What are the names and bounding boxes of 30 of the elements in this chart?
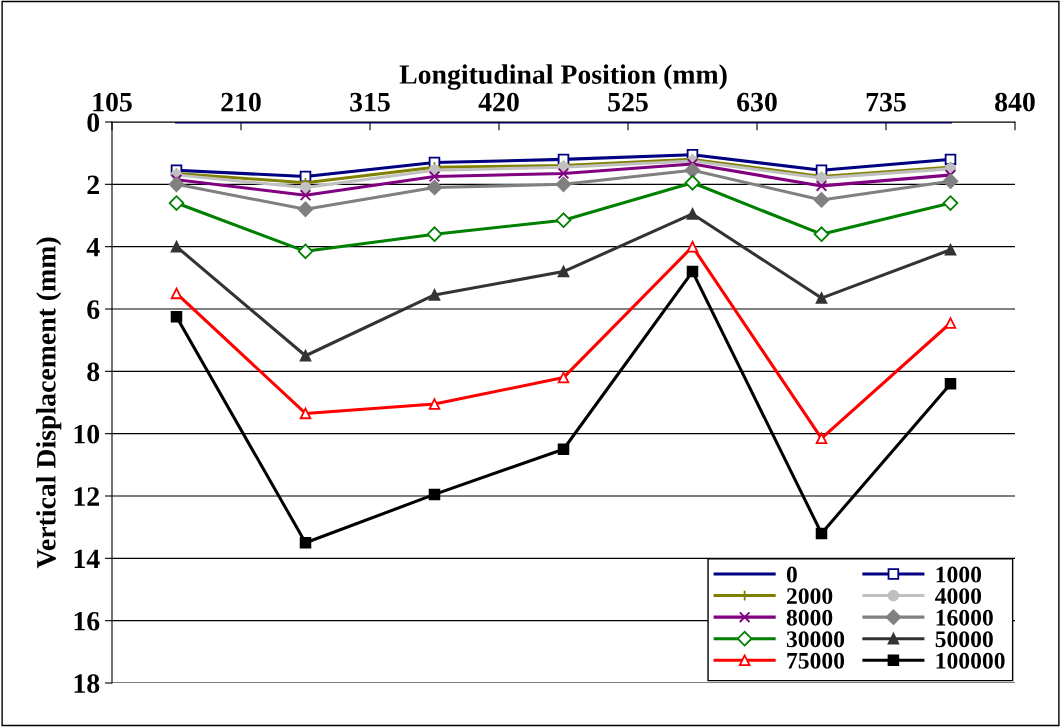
- y-tick-label: 8: [87, 362, 100, 382]
- x-tick-label: 735: [866, 92, 906, 112]
- legend-label: 4000: [935, 588, 982, 605]
- legend-label: 50000: [935, 631, 993, 648]
- x-tick-label: 210: [221, 92, 261, 112]
- legend-label: 1000: [936, 566, 982, 583]
- legend-label: 16000: [936, 609, 993, 626]
- x-tick-label: 525: [608, 92, 648, 112]
- y-tick-label: 10: [74, 424, 100, 444]
- x-tick-label: 840: [995, 92, 1035, 112]
- y-tick-label: 6: [87, 300, 100, 319]
- x-axis-title: Longitudinal Position (mm): [399, 64, 727, 90]
- x-tick-label: 315: [350, 92, 390, 112]
- legend-label: 30000: [786, 631, 845, 648]
- x-tick-label: 420: [478, 92, 519, 112]
- legend-label: 2000: [786, 588, 833, 605]
- y-tick-label: 0: [87, 113, 100, 132]
- legend-label: 8000: [786, 609, 833, 626]
- legend-label: 75000: [787, 652, 845, 669]
- y-tick-label: 12: [74, 487, 99, 506]
- y-tick-label: 14: [74, 549, 100, 568]
- y-tick-label: 2: [87, 175, 99, 194]
- legend-label: 100000: [936, 652, 1005, 669]
- x-tick-label: 105: [93, 92, 132, 112]
- y-tick-label: 4: [86, 238, 100, 257]
- y-tick-label: 18: [74, 674, 100, 693]
- y-tick-label: 16: [74, 611, 100, 631]
- legend-label: 0: [786, 566, 797, 583]
- y-axis-title: Vertical Displacement (mm): [36, 237, 62, 569]
- x-tick-label: 630: [737, 92, 777, 112]
